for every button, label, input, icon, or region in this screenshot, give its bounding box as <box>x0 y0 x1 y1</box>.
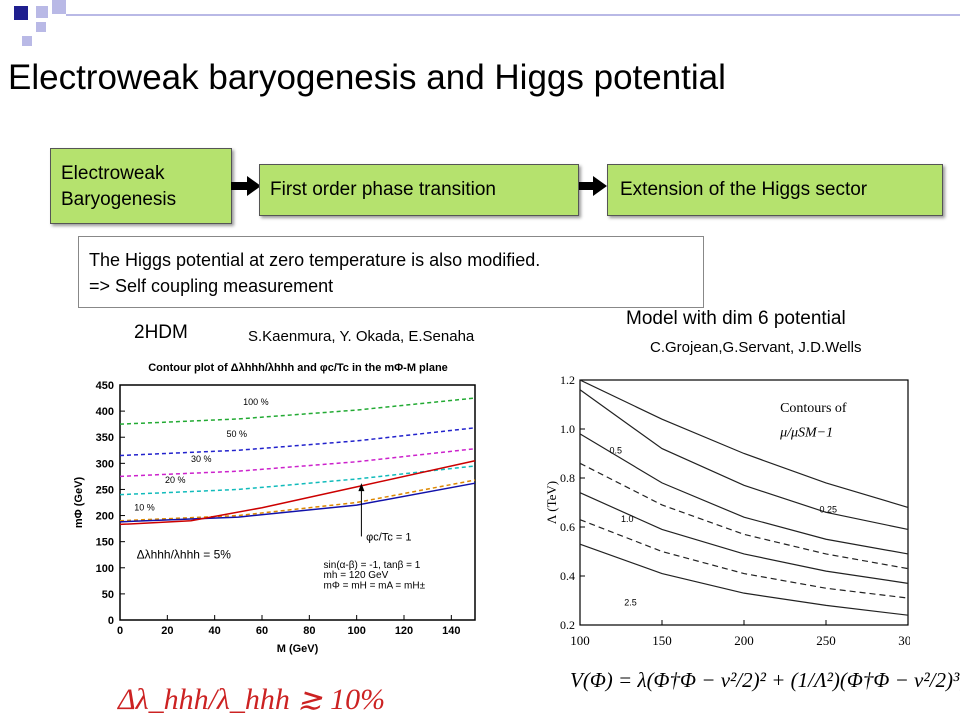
y-tick-label: 1.0 <box>560 422 575 436</box>
series-line <box>579 433 909 555</box>
annotation-label: φc/Tc = 1 <box>366 532 411 544</box>
annotation-label: mh = 120 GeV <box>324 570 389 581</box>
series-line <box>119 479 476 522</box>
annotation-arrowhead <box>358 483 365 492</box>
annotation-title: Contours of <box>780 401 847 416</box>
model-label-dim6: Model with dim 6 potential <box>626 308 846 329</box>
y-tick-label: 350 <box>96 432 114 444</box>
series-line <box>579 519 909 599</box>
formula-potential: V(Φ) = λ(Φ†Φ − v²/2)² + (1/Λ²)(Φ†Φ − v²/… <box>570 668 960 692</box>
x-tick-label: 250 <box>816 633 836 648</box>
x-tick-label: 120 <box>395 625 413 637</box>
y-tick-label: 100 <box>96 563 114 575</box>
flow-box-line: Electroweak <box>61 163 165 184</box>
flow-box-label: Extension of the Higgs sector <box>620 179 868 200</box>
x-tick-label: 100 <box>347 625 365 637</box>
series-line <box>119 427 476 457</box>
annotation-label: 30 % <box>191 454 212 464</box>
annotation-label: sin(α-β) = -1, tanβ = 1 <box>324 560 421 571</box>
contour-label: 0.5 <box>610 446 623 456</box>
note-line: The Higgs potential at zero temperature … <box>89 250 541 270</box>
series-line <box>579 462 909 570</box>
y-axis-label: mΦ (GeV) <box>73 477 85 529</box>
y-tick-label: 0.2 <box>560 618 575 632</box>
decor-square-light <box>36 22 46 32</box>
flow-box-phase-transition: First order phase transition <box>259 164 579 216</box>
series-line <box>119 482 476 523</box>
annotation-label: 100 % <box>243 397 269 407</box>
decor-bar <box>66 14 960 16</box>
flow-arrow <box>231 176 261 196</box>
chart-2hdm: Contour plot of Δλhhh/λhhh and φc/Tc in … <box>70 355 495 665</box>
series-line <box>119 459 476 526</box>
y-tick-label: 150 <box>96 537 114 549</box>
y-tick-label: 250 <box>96 484 114 496</box>
note-line: => Self coupling measurement <box>89 276 334 296</box>
annotation-label: Δλhhh/λhhh = 5% <box>137 547 232 561</box>
x-tick-label: 40 <box>209 625 221 637</box>
x-tick-label: 150 <box>652 633 672 648</box>
model-label-2hdm: 2HDM <box>134 322 188 343</box>
decor-square-light <box>22 36 32 46</box>
flow-box-label: First order phase transition <box>270 179 496 200</box>
formula-delta-lambda: Δλ_hhh/λ_hhh ≳ 10% <box>118 683 386 716</box>
annotation-label: 20 % <box>165 475 186 485</box>
x-tick-label: 140 <box>442 625 460 637</box>
flow-box-electroweak-baryogenesis: Electroweak Baryogenesis <box>50 148 232 224</box>
y-axis-label: Λ (TeV) <box>544 481 559 524</box>
x-tick-label: 200 <box>734 633 754 648</box>
y-tick-label: 50 <box>102 589 114 601</box>
authors-right: C.Grojean,G.Servant, J.D.Wells <box>650 339 862 356</box>
series-line <box>579 389 909 531</box>
x-tick-label: 300 <box>898 633 910 648</box>
flow-box-higgs-extension: Extension of the Higgs sector <box>607 164 943 216</box>
flow-box-line: Baryogenesis <box>61 189 177 210</box>
y-tick-label: 1.2 <box>560 373 575 387</box>
chart-title: Contour plot of Δλhhh/λhhh and φc/Tc in … <box>148 362 448 374</box>
contour-label: 1.0 <box>621 514 634 524</box>
authors-left: S.Kaenmura, Y. Okada, E.Senaha <box>248 328 475 345</box>
decor-square-light <box>52 0 66 14</box>
flow-arrow <box>579 176 607 196</box>
chart-dim6: 100 150 200 250 300 0.2 0.4 0.6 0.8 1.0 1.2 Λ (TeV)… <box>540 370 910 660</box>
note-box: The Higgs potential at zero temperature … <box>78 236 704 308</box>
series-line <box>119 465 476 496</box>
x-tick-label: 60 <box>256 625 268 637</box>
series-line <box>579 543 909 616</box>
y-tick-label: 200 <box>96 511 114 523</box>
y-tick-label: 0.8 <box>560 471 575 485</box>
y-tick-label: 0 <box>108 615 114 627</box>
annotation-label: 50 % <box>227 429 248 439</box>
slide-title: Electroweak baryogenesis and Higgs poten… <box>8 58 726 97</box>
contour-label: 0.25 <box>819 504 837 514</box>
annotation-label: 10 % <box>134 502 155 512</box>
y-tick-label: 300 <box>96 458 114 470</box>
series-line <box>579 492 909 584</box>
y-tick-label: 0.4 <box>560 569 575 583</box>
annotation-subtitle: μ/μSM−1 <box>779 425 833 440</box>
contour-label: 2.5 <box>624 597 637 607</box>
series-line <box>119 397 476 425</box>
x-tick-label: 80 <box>303 625 315 637</box>
x-tick-label: 0 <box>117 625 123 637</box>
x-axis-label: M (GeV) <box>277 643 319 655</box>
series-line <box>579 379 909 508</box>
plot-frame <box>119 384 476 621</box>
y-tick-label: 400 <box>96 406 114 418</box>
y-tick-label: 0.6 <box>560 520 575 534</box>
x-tick-label: 20 <box>161 625 173 637</box>
x-tick-label: 100 <box>570 633 590 648</box>
series-line <box>119 447 476 478</box>
decor-square-light <box>36 6 48 18</box>
y-tick-label: 450 <box>96 380 114 392</box>
annotation-label: mΦ = mH = mA = mH± <box>324 581 426 592</box>
decor-square-dark <box>14 6 28 20</box>
chart-background <box>540 370 910 660</box>
